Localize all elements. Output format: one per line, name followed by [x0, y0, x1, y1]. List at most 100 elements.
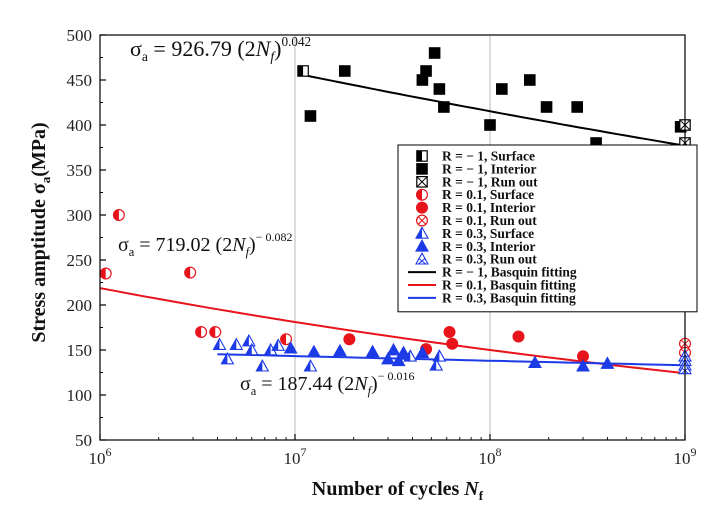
data-point	[306, 344, 321, 358]
marker-body	[343, 333, 356, 346]
data-point	[229, 337, 244, 350]
equation-label: σa = 719.02 (2Nf)− 0.082	[118, 230, 292, 259]
legend-marker	[416, 188, 429, 201]
data-point	[396, 345, 411, 359]
equation-label: σa = 187.44 (2Nf)− 0.016	[240, 369, 414, 398]
equation-sigma: σ	[240, 373, 251, 395]
equation-var-sub: f	[368, 384, 373, 398]
data-point	[112, 209, 125, 222]
marker-body	[576, 359, 590, 372]
legend-marker	[416, 163, 428, 175]
data-point	[571, 101, 583, 113]
marker-body	[338, 65, 351, 77]
marker-body	[433, 83, 446, 95]
equation-sigma-sub: a	[251, 384, 257, 398]
marker-body	[600, 356, 615, 369]
y-axis-title-unit: (MPa)	[28, 122, 50, 176]
equation-coefficient: = 187.44 (2	[256, 373, 354, 395]
marker-body	[333, 343, 347, 357]
marker-half-fill	[230, 338, 237, 350]
legend-label: R = − 1, Basquin fitting	[442, 265, 577, 280]
data-point	[255, 359, 270, 372]
data-point	[365, 344, 380, 358]
x-tick-label: 108	[479, 445, 502, 468]
marker-half-fill	[280, 333, 287, 345]
legend-marker	[416, 150, 428, 162]
x-axis-title-text: Number of cycles	[312, 478, 464, 500]
marker-body	[571, 101, 583, 113]
marker-body	[306, 344, 321, 358]
legend-marker	[415, 239, 429, 252]
marker-body	[443, 326, 456, 339]
y-tick-label: 150	[67, 341, 93, 360]
marker-half-fill	[297, 65, 304, 77]
marker-body	[365, 344, 380, 358]
legend-label: R = 0.1, Surface	[442, 187, 534, 202]
data-point	[283, 341, 298, 354]
fit-line	[217, 353, 685, 367]
marker-body	[528, 355, 542, 368]
y-tick-label: 450	[67, 71, 93, 90]
equation-close: )	[371, 373, 378, 395]
marker-body	[420, 65, 432, 77]
fit-line	[302, 73, 685, 147]
marker-half-fill	[213, 338, 220, 350]
marker-half-fill	[416, 227, 422, 239]
x-tick-exponent: 7	[301, 445, 307, 459]
marker-body	[496, 83, 508, 95]
data-point	[244, 342, 259, 356]
equation-close: )	[249, 234, 256, 256]
data-point	[297, 65, 309, 77]
legend-label: R = − 1, Run out	[442, 174, 538, 189]
data-point	[429, 358, 444, 371]
marker-half-fill	[113, 209, 119, 221]
marker-body	[391, 353, 406, 367]
equation-var: N	[231, 234, 247, 256]
marker-half-fill	[100, 268, 106, 279]
y-axis-title-text: Stress amptitude σ	[28, 183, 50, 343]
data-point	[428, 47, 441, 59]
marker-body	[524, 74, 536, 86]
data-point	[484, 119, 496, 131]
equation-var: N	[255, 36, 272, 61]
legend-label: R = 0.1, Basquin fitting	[442, 278, 576, 293]
data-point	[333, 343, 347, 357]
equation-sigma: σ	[130, 36, 142, 61]
data-point	[446, 337, 459, 350]
data-point	[496, 83, 508, 95]
data-point	[338, 65, 351, 77]
data-point	[438, 101, 450, 113]
marker-body	[428, 47, 441, 59]
marker-half-fill	[184, 267, 191, 278]
marker-half-fill	[209, 326, 216, 338]
y-tick-label: 200	[67, 296, 93, 315]
y-axis-title: Stress amptitude σa(MPa)	[28, 122, 53, 342]
marker-body	[438, 101, 450, 113]
marker-body	[415, 239, 429, 252]
legend-marker	[416, 214, 429, 227]
data-point	[381, 351, 395, 365]
x-tick-base: 10	[89, 449, 106, 468]
marker-body	[381, 351, 395, 365]
data-point	[220, 351, 235, 365]
equation-sigma: σ	[118, 234, 129, 256]
data-point	[433, 83, 446, 95]
legend-label: R = 0.3, Surface	[442, 226, 534, 241]
legend-label: R = − 1, Interior	[442, 161, 537, 176]
legend-label: R = 0.3, Basquin fitting	[442, 290, 576, 305]
data-point	[304, 110, 317, 122]
equation-annotations: σa = 926.79 (2Nf)0.042 σa = 719.02 (2Nf)−…	[118, 34, 414, 398]
data-point	[600, 356, 615, 369]
marker-half-fill	[242, 335, 249, 346]
marker-body	[484, 119, 496, 131]
y-tick-label: 100	[67, 386, 93, 405]
y-tick-label: 350	[67, 161, 93, 180]
marker-half-fill	[433, 350, 440, 362]
equation-coefficient: = 719.02 (2	[134, 234, 232, 256]
data-point	[280, 333, 293, 346]
x-tick-label: 106	[89, 445, 112, 468]
equation-label: σa = 926.79 (2Nf)0.042	[130, 34, 311, 64]
legend-label: R = 0.1, Interior	[442, 200, 536, 215]
data-point	[432, 349, 447, 362]
